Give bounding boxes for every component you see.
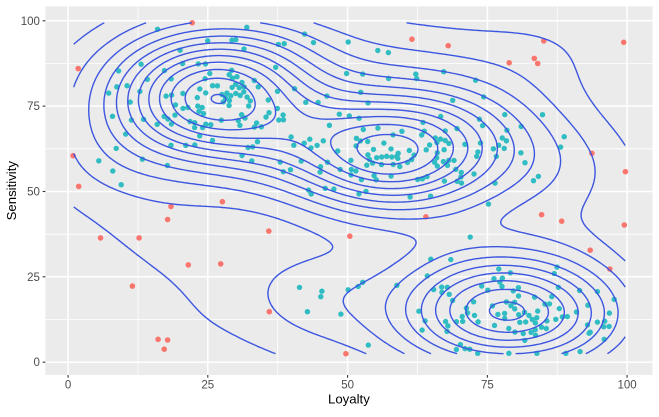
svg-text:0: 0: [65, 380, 71, 392]
svg-text:75: 75: [27, 101, 40, 113]
svg-text:75: 75: [481, 380, 494, 392]
svg-text:25: 25: [27, 272, 40, 284]
svg-text:0: 0: [33, 357, 39, 369]
svg-text:Sensitivity: Sensitivity: [4, 161, 19, 221]
svg-text:100: 100: [21, 16, 40, 28]
svg-text:50: 50: [27, 187, 40, 199]
svg-text:100: 100: [618, 380, 637, 392]
svg-text:Loyalty: Loyalty: [328, 392, 370, 407]
svg-text:50: 50: [341, 380, 354, 392]
svg-text:25: 25: [201, 380, 214, 392]
